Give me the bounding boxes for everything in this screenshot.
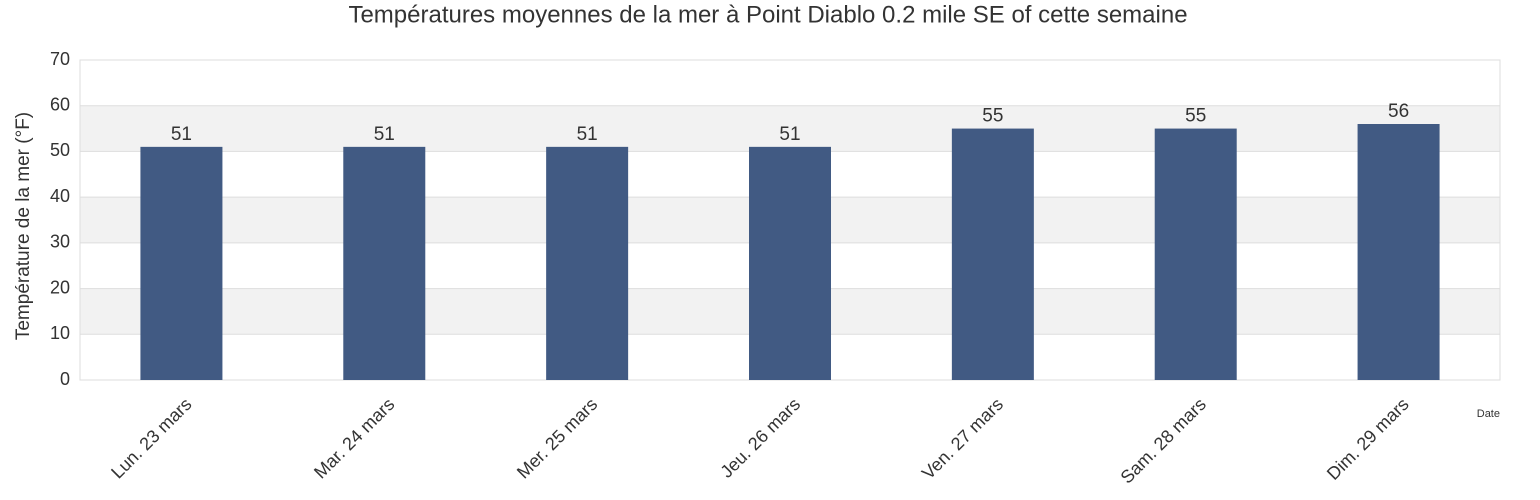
x-tick-label: Lun. 23 mars [107,394,195,482]
grid-band [80,105,1500,152]
bar [343,146,426,380]
bar [1154,128,1237,380]
y-tick-label: 30 [50,232,70,252]
y-tick-label: 40 [50,186,70,206]
bar [951,128,1034,380]
bar [1357,124,1440,380]
x-tick-label: Mer. 25 mars [513,394,601,482]
x-tick-label: Ven. 27 mars [918,394,1007,483]
data-label: 51 [374,124,395,145]
y-tick-label: 20 [50,277,70,297]
x-axis-label: Date [1477,408,1500,420]
y-tick-label: 50 [50,140,70,160]
y-tick-label: 0 [60,369,70,389]
y-axis-label: Température de la mer (°F) [13,112,34,340]
data-label: 55 [982,106,1003,127]
y-tick-label: 70 [50,49,70,69]
data-label: 51 [577,124,598,145]
x-tick-label: Jeu. 26 mars [716,394,804,482]
bar [546,146,629,380]
y-tick-label: 60 [50,94,70,114]
x-tick-label: Mar. 24 mars [310,394,398,482]
data-label: 56 [1388,101,1409,122]
chart-title: Températures moyennes de la mer à Point … [348,1,1187,28]
y-tick-label: 10 [50,323,70,343]
bar [749,146,831,380]
bar [140,146,223,380]
data-label: 55 [1185,106,1206,127]
x-tick-label: Dim. 29 mars [1323,394,1413,484]
data-label: 51 [171,124,192,145]
x-tick-label: Sam. 28 mars [1117,394,1210,487]
data-label: 51 [779,124,800,145]
